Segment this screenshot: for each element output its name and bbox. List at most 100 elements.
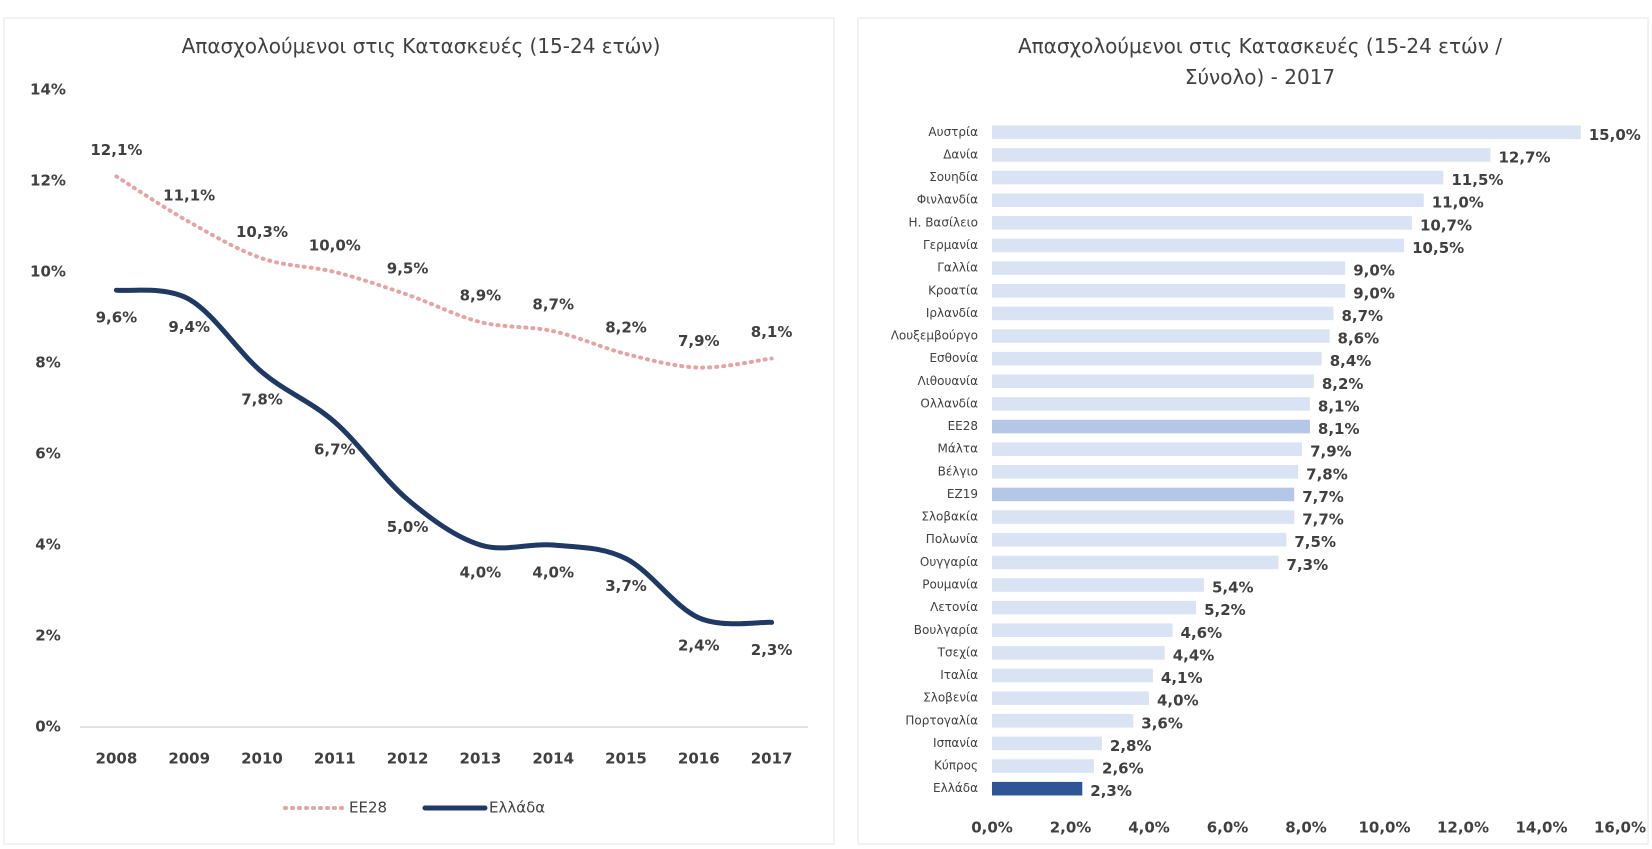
y-tick-label: ΕΖ19 [947, 487, 978, 501]
y-tick-label: Βέλγιο [938, 464, 978, 478]
data-label: 2,4% [678, 636, 720, 654]
data-label: 7,7% [1302, 488, 1344, 506]
data-label: 2,3% [751, 641, 793, 659]
data-label: 4,0% [532, 564, 574, 582]
series-line [114, 174, 774, 370]
data-label: 5,2% [1204, 601, 1246, 619]
bar [992, 713, 1134, 728]
data-label: 3,7% [605, 577, 647, 595]
data-label: 10,5% [1412, 239, 1464, 257]
y-tick-label: Ολλανδία [920, 396, 978, 410]
y-tick-label: Ιταλία [940, 668, 978, 682]
bar [992, 329, 1330, 343]
data-label: 9,0% [1353, 262, 1395, 280]
data-label: 7,9% [678, 332, 720, 350]
bar [992, 465, 1299, 479]
bar [992, 374, 1314, 389]
x-tick-label: 6,0% [1207, 819, 1249, 837]
bar [992, 216, 1412, 230]
bar [992, 442, 1303, 456]
data-label: 8,2% [1322, 375, 1364, 393]
y-tick-label: 2% [35, 627, 60, 645]
data-label: 4,0% [1157, 692, 1199, 710]
x-tick-label: 2014 [532, 750, 574, 768]
data-label: 8,7% [1341, 307, 1383, 325]
y-tick-label: Ιρλανδία [926, 306, 978, 320]
y-tick-label: Ουγγαρία [920, 555, 978, 569]
x-tick-label: 2015 [605, 750, 647, 768]
data-label: 12,7% [1498, 148, 1550, 166]
bar [992, 261, 1346, 275]
y-tick-label: 4% [35, 536, 60, 554]
bar [992, 170, 1444, 185]
y-tick-label: Λιθουανία [918, 374, 979, 388]
y-tick-label: Αυστρία [928, 125, 978, 139]
y-tick-label: 0% [35, 718, 60, 736]
data-label: 8,1% [1318, 397, 1360, 415]
data-label: 8,2% [605, 318, 647, 336]
x-tick-label: 2013 [460, 750, 502, 768]
bar [992, 781, 1083, 796]
x-tick-label: 2008 [96, 750, 138, 768]
y-tick-label: Γερμανία [923, 238, 978, 252]
legend-label: Ελλάδα [489, 799, 545, 817]
data-label: 9,6% [96, 309, 138, 327]
x-tick-label: 14,0% [1515, 819, 1567, 837]
data-label: 7,8% [241, 391, 283, 409]
y-tick-label: Βουλγαρία [914, 623, 978, 637]
x-tick-label: 2011 [314, 750, 356, 768]
y-tick-label: 10% [30, 263, 66, 281]
bar [992, 623, 1173, 638]
bar [992, 419, 1310, 434]
data-label: 10,3% [236, 223, 288, 241]
panel [3, 17, 835, 845]
data-label: 8,4% [1330, 352, 1372, 370]
x-tick-label: 2,0% [1050, 819, 1092, 837]
x-tick-label: 10,0% [1358, 819, 1410, 837]
y-tick-label: Δανία [943, 147, 978, 161]
y-tick-label: Πορτογαλία [905, 713, 978, 727]
data-label: 7,9% [1310, 443, 1352, 461]
panel [857, 17, 1649, 845]
y-tick-label: Κροατία [928, 283, 978, 297]
bar [992, 148, 1491, 162]
x-tick-label: 2016 [678, 750, 720, 768]
y-tick-label: Σλοβενία [923, 691, 978, 705]
y-tick-label: Σουηδία [929, 170, 978, 184]
bar [992, 397, 1310, 411]
data-label: 7,8% [1306, 465, 1348, 483]
bar [992, 487, 1295, 502]
bar [992, 736, 1102, 751]
y-tick-label: Η. Βασίλειο [909, 215, 978, 229]
bar [992, 646, 1165, 660]
y-tick-label: Γαλλία [937, 261, 978, 275]
y-tick-label: Σλοβακία [921, 510, 978, 524]
y-tick-label: Λουξεμβούργο [891, 329, 978, 343]
bar [992, 691, 1149, 705]
data-label: 15,0% [1589, 126, 1641, 144]
data-label: 7,5% [1294, 533, 1336, 551]
data-label: 2,3% [1090, 782, 1132, 800]
y-tick-label: Πολωνία [926, 532, 978, 546]
y-tick-label: Ελλάδα [933, 781, 978, 795]
data-label: 8,9% [460, 287, 502, 305]
bar [992, 238, 1405, 253]
y-tick-label: Φινλανδία [917, 193, 978, 207]
series-line [113, 287, 775, 627]
data-label: 5,0% [387, 518, 429, 536]
data-label: 2,8% [1110, 737, 1152, 755]
y-tick-label: 14% [30, 81, 66, 99]
bar [992, 555, 1279, 570]
data-label: 11,0% [1432, 194, 1484, 212]
y-tick-label: Κύπρος [934, 759, 978, 773]
bar [992, 125, 1581, 140]
chart-title: Απασχολούμενοι στις Κατασκευές (15-24 ετ… [1017, 34, 1503, 89]
legend-label: ΕΕ28 [349, 799, 387, 817]
y-tick-label: 8% [35, 354, 60, 372]
bar [992, 759, 1095, 773]
data-label: 8,1% [751, 323, 793, 341]
data-label: 4,0% [460, 564, 502, 582]
y-tick-label: Εσθονία [929, 351, 978, 365]
